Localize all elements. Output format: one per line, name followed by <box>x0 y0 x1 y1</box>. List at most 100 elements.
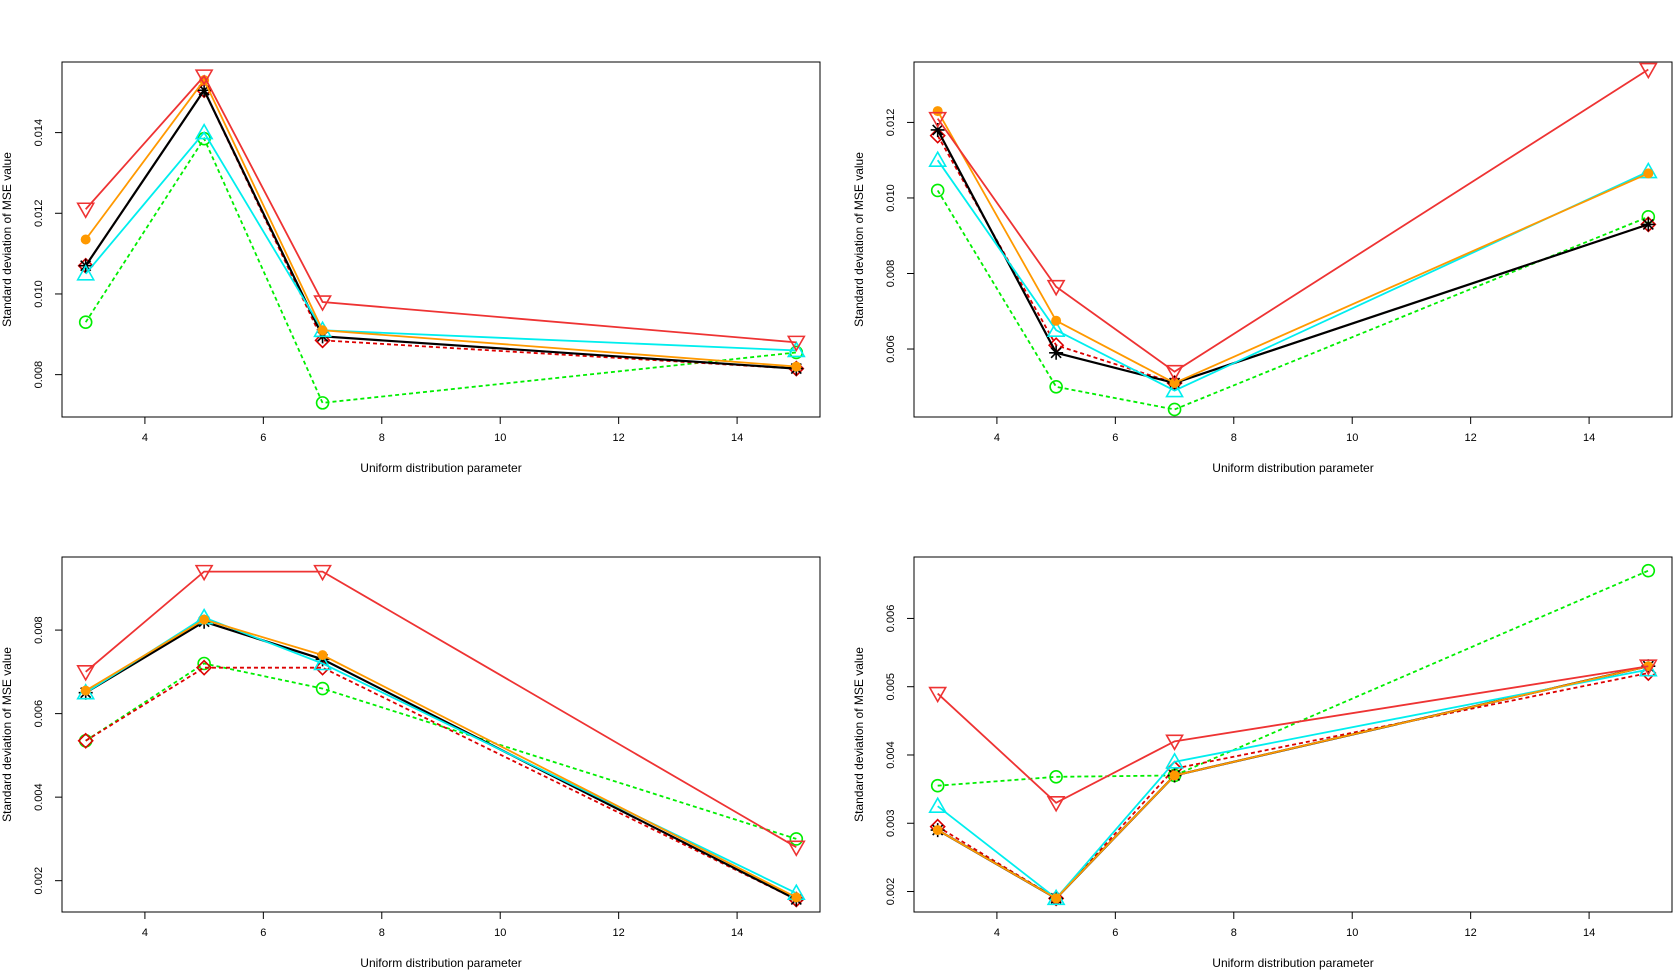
series-green-circle-point <box>315 681 330 696</box>
series-orange-dot-point <box>791 361 802 372</box>
series-green-circle-point <box>1167 402 1182 417</box>
series-cyan-triangle-line <box>937 668 1649 900</box>
chart-panel-3: 4 6 8 10 12 14 0.002 0.004 0.006 0.008 Uniform dis… <box>0 556 821 970</box>
series-orange-dot-line <box>84 78 797 368</box>
series-red-triangle-down-line <box>936 68 1649 373</box>
series-red-triangle-down <box>76 69 806 352</box>
series-orange-dot-point <box>199 614 210 625</box>
x-tick-label: 6 <box>260 927 266 939</box>
series-red-diamond-point <box>314 332 331 349</box>
y-tick-label: 0.002 <box>33 867 45 895</box>
series-green-circle-point <box>789 832 804 846</box>
series-cyan-triangle-point <box>313 653 332 671</box>
series-green-circle-point <box>1049 379 1063 394</box>
series-orange-dot <box>932 661 1654 904</box>
series-red-triangle-down-point <box>1165 734 1184 751</box>
series-orange-dot-line <box>937 665 1649 900</box>
plot-frame <box>913 556 1673 913</box>
series-red-diamond-line <box>84 88 797 370</box>
series-red-diamond-line <box>85 666 797 901</box>
y-axis-label: Standard deviation of MSE value <box>852 152 866 327</box>
series-cyan-triangle-point <box>1046 320 1066 337</box>
series-black-star-point <box>1049 345 1064 360</box>
y-axis-label: Standard deviation of MSE value <box>0 647 14 822</box>
series-red-triangle-down-point <box>76 202 96 219</box>
y-tick-label: 0.010 <box>885 184 897 212</box>
series-cyan-triangle-line <box>936 159 1649 392</box>
x-tick-label: 4 <box>142 927 148 939</box>
plot-frame <box>61 61 821 418</box>
series-red-diamond-line <box>937 672 1649 900</box>
series-cyan-triangle-line <box>84 131 797 352</box>
series-orange-dot-point <box>932 106 943 117</box>
y-tick-label: 0.012 <box>33 200 45 228</box>
series-green-circle-point <box>315 396 330 410</box>
x-tick-label: 10 <box>494 927 506 939</box>
series-red-triangle-down-point <box>928 686 948 704</box>
series-green-circle-point <box>1049 770 1063 784</box>
series-red-triangle-down <box>76 564 806 857</box>
chart-panel-1: 4 6 8 10 12 14 0.008 0.010 0.012 0.014 Uniform dis… <box>0 61 821 475</box>
series-green-circle-point <box>1641 563 1656 578</box>
series-red-triangle-down-point <box>313 295 332 312</box>
series-orange-dot-point <box>1051 315 1062 326</box>
x-tick-label: 12 <box>613 927 625 939</box>
series-red-diamond <box>77 659 805 908</box>
y-tick-label: 0.012 <box>885 109 897 137</box>
plot-frame <box>61 556 821 913</box>
series-red-triangle-down-point <box>194 564 214 582</box>
y-tick-label: 0.002 <box>885 878 897 906</box>
series-cyan-triangle <box>76 122 806 358</box>
series-orange-dot-point <box>1051 893 1062 904</box>
series-orange-dot-point <box>1643 168 1654 179</box>
series-green-circle-line <box>84 136 797 404</box>
x-tick-label: 10 <box>1346 432 1358 444</box>
series-black-star-line <box>84 88 797 370</box>
x-tick-label: 10 <box>494 432 506 444</box>
series-cyan-triangle-point <box>76 264 96 281</box>
x-tick-label: 6 <box>1112 927 1118 939</box>
series-red-triangle-down-point <box>1638 62 1658 80</box>
series-black-star-line <box>85 620 797 901</box>
series-green-circle-line <box>85 662 797 840</box>
x-tick-label: 12 <box>1465 432 1477 444</box>
series-red-triangle-down-point <box>313 564 332 582</box>
x-tick-label: 6 <box>260 432 266 444</box>
series-orange-dot <box>80 75 802 372</box>
series-red-diamond-point <box>77 732 94 749</box>
x-tick-label: 6 <box>1112 432 1118 444</box>
series-red-triangle-down-point <box>1165 364 1184 382</box>
series-black-star <box>930 122 1656 391</box>
series-red-triangle-down-point <box>786 335 806 352</box>
y-tick-label: 0.006 <box>885 335 897 363</box>
y-axis-label: Standard deviation of MSE value <box>0 152 14 327</box>
series-cyan-triangle-point <box>1165 752 1184 769</box>
series-red-triangle-down-line <box>937 665 1649 804</box>
x-tick-label: 14 <box>1583 927 1595 939</box>
series-cyan-triangle-point <box>1165 380 1184 398</box>
series-red-triangle-down <box>928 659 1658 813</box>
series-green-circle-line <box>937 569 1649 787</box>
series-orange-dot-point <box>791 892 802 903</box>
series-orange-dot-point <box>80 234 91 245</box>
series-cyan-triangle <box>928 660 1658 906</box>
series-red-diamond-point <box>195 659 213 676</box>
series-cyan-triangle <box>928 150 1658 398</box>
series-black-star-line <box>937 665 1649 900</box>
y-tick-label: 0.004 <box>885 741 897 769</box>
y-tick-label: 0.010 <box>33 280 45 308</box>
series-green-circle-point <box>197 656 211 671</box>
x-tick-label: 12 <box>1465 927 1477 939</box>
series-orange-dot-point <box>80 685 91 696</box>
y-tick-label: 0.003 <box>885 809 897 837</box>
series-green-circle-point <box>930 183 945 198</box>
series-cyan-triangle-line <box>85 616 797 895</box>
x-tick-label: 14 <box>731 432 743 444</box>
x-axis-label: Uniform distribution parameter <box>1212 956 1373 970</box>
x-tick-label: 8 <box>379 927 385 939</box>
series-red-diamond <box>77 82 805 377</box>
series-red-triangle-down-point <box>1046 795 1066 813</box>
x-tick-label: 8 <box>379 432 385 444</box>
series-cyan-triangle-point <box>194 122 214 140</box>
series-black-star-point <box>930 122 945 137</box>
